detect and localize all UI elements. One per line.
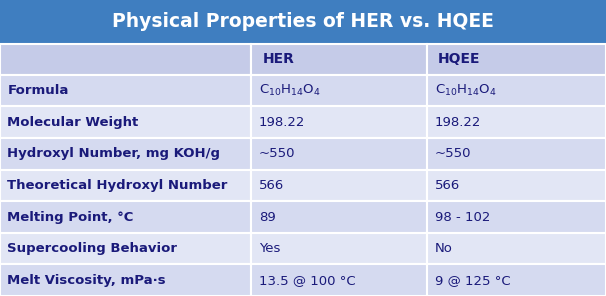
Bar — [427, 170, 606, 201]
Text: HQEE: HQEE — [438, 52, 481, 66]
Bar — [251, 75, 427, 107]
Text: $\mathregular{C_{10}H_{14}O_4}$: $\mathregular{C_{10}H_{14}O_4}$ — [259, 83, 321, 98]
Text: Melt Viscosity, mPa·s: Melt Viscosity, mPa·s — [7, 274, 166, 287]
Bar — [427, 75, 606, 107]
Bar — [0, 170, 251, 201]
Text: $\mathregular{C_{10}H_{14}O_4}$: $\mathregular{C_{10}H_{14}O_4}$ — [435, 83, 496, 98]
Text: 566: 566 — [435, 179, 460, 192]
Text: 98 - 102: 98 - 102 — [435, 210, 490, 223]
Bar — [427, 201, 606, 233]
Text: ~550: ~550 — [259, 147, 295, 160]
Text: Supercooling Behavior: Supercooling Behavior — [7, 242, 178, 255]
Bar — [0, 264, 251, 296]
Text: 89: 89 — [259, 210, 276, 223]
Bar — [0, 75, 251, 107]
Bar — [0, 233, 251, 264]
Text: Theoretical Hydroxyl Number: Theoretical Hydroxyl Number — [7, 179, 228, 192]
Bar — [0, 107, 251, 138]
Text: Physical Properties of HER vs. HQEE: Physical Properties of HER vs. HQEE — [112, 12, 494, 31]
Text: Melting Point, °C: Melting Point, °C — [7, 210, 134, 223]
Bar — [251, 170, 427, 201]
Text: 198.22: 198.22 — [259, 116, 305, 129]
Bar — [427, 107, 606, 138]
Bar — [251, 138, 427, 170]
Text: Molecular Weight: Molecular Weight — [7, 116, 139, 129]
Text: Hydroxyl Number, mg KOH/g: Hydroxyl Number, mg KOH/g — [7, 147, 220, 160]
Text: HER: HER — [262, 52, 295, 66]
Bar — [251, 264, 427, 296]
Text: 566: 566 — [259, 179, 284, 192]
Text: 198.22: 198.22 — [435, 116, 481, 129]
Bar — [251, 107, 427, 138]
Bar — [0, 0, 606, 44]
Text: No: No — [435, 242, 452, 255]
Text: ~550: ~550 — [435, 147, 471, 160]
Text: 13.5 @ 100 °C: 13.5 @ 100 °C — [259, 274, 355, 287]
Bar — [427, 138, 606, 170]
Bar — [427, 233, 606, 264]
Text: Formula: Formula — [7, 84, 68, 97]
Bar — [251, 44, 427, 75]
Bar — [427, 44, 606, 75]
Bar — [251, 201, 427, 233]
Bar — [0, 201, 251, 233]
Bar — [427, 264, 606, 296]
Bar — [251, 233, 427, 264]
Bar — [0, 138, 251, 170]
Text: Yes: Yes — [259, 242, 280, 255]
Text: 9 @ 125 °C: 9 @ 125 °C — [435, 274, 510, 287]
Bar — [0, 44, 251, 75]
